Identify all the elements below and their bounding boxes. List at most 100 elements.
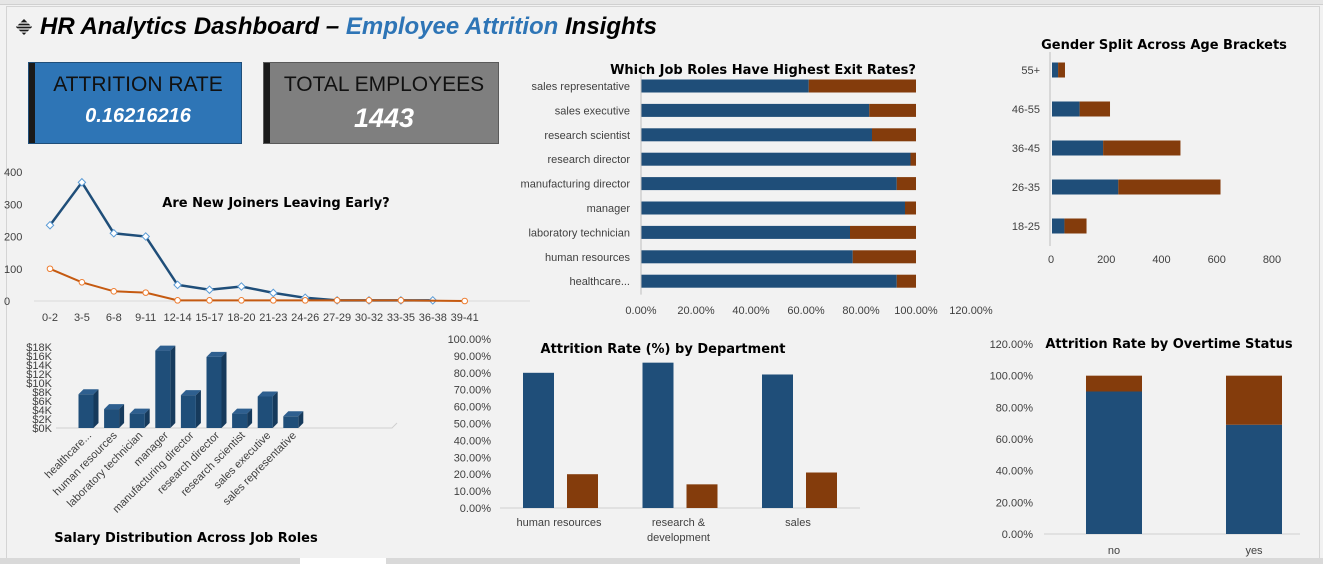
bar — [1226, 375, 1282, 425]
data-point — [78, 278, 86, 286]
x-tick-label: 30-32 — [355, 312, 383, 324]
new-joiners-svg: Are New Joiners Leaving Early? 400 300 200 1… — [4, 167, 530, 324]
dept-attrition-svg: Attrition Rate (%) by Department 100.00% 9… — [448, 334, 860, 544]
bar — [283, 416, 299, 428]
x-tick-label: yes — [1245, 545, 1263, 557]
bar — [806, 472, 837, 508]
sheet-tab[interactable] — [300, 558, 386, 564]
bar — [1118, 179, 1221, 195]
y-tick-label: research scientist — [544, 130, 630, 142]
bar — [1064, 218, 1087, 234]
bar-side — [195, 390, 201, 428]
bar — [1086, 391, 1142, 534]
bar — [896, 274, 916, 288]
y-tick-label: 0.00% — [460, 503, 491, 515]
chart-title: Are New Joiners Leaving Early? — [162, 196, 389, 211]
y-tick-label: 0 — [4, 296, 10, 308]
y-tick-label: $10K — [26, 378, 52, 390]
bar — [641, 201, 905, 215]
bar — [905, 201, 916, 215]
data-point — [77, 177, 87, 187]
bar-top — [78, 389, 99, 395]
y-tick-label: manager — [587, 203, 631, 215]
bar — [641, 177, 897, 191]
dashboard-title: HR Analytics Dashboard – Employee Attrit… — [40, 13, 657, 41]
top-gridline — [0, 0, 1323, 5]
x-tick-label-line: development — [647, 532, 710, 544]
bar — [78, 394, 94, 428]
card-accent-bar — [29, 63, 35, 143]
bar-side — [247, 408, 253, 428]
x-tick-label: 100.00% — [894, 305, 938, 317]
y-tick-label: 200 — [4, 232, 22, 244]
y-tick-label: 20.00% — [454, 469, 492, 481]
x-tick-label: no — [1108, 545, 1120, 557]
y-tick-label: human resources — [545, 252, 630, 264]
x-tick-label: research & development — [647, 517, 710, 544]
new-joiners-chart: Are New Joiners Leaving Early? 400 300 200 1… — [0, 160, 540, 325]
bar — [869, 103, 916, 117]
bar — [1086, 375, 1142, 392]
x-tick-label: 24-26 — [291, 312, 319, 324]
bar — [129, 413, 145, 428]
data-point — [45, 220, 55, 230]
y-tick-label: 120.00% — [990, 339, 1034, 351]
y-tick-label: 80.00% — [996, 402, 1034, 414]
bar — [872, 128, 916, 142]
y-tick-label: 55+ — [1021, 65, 1040, 77]
bar-side — [298, 411, 304, 428]
bar — [910, 152, 916, 166]
chart-title: Which Job Roles Have Highest Exit Rates? — [610, 63, 916, 78]
x-tick-label: 40.00% — [732, 305, 770, 317]
data-point — [237, 282, 246, 291]
data-point — [461, 297, 469, 305]
x-tick-label: 20.00% — [677, 305, 715, 317]
bar — [1052, 62, 1059, 78]
x-tick-label: 60.00% — [787, 305, 825, 317]
salary-roles-svg: Salary Distribution Across Job Roles $18K… — [26, 342, 398, 546]
bar — [1226, 424, 1282, 534]
chart-title: Attrition Rate (%) by Department — [541, 342, 786, 357]
bar — [104, 409, 120, 428]
y-tick-label: laboratory technician — [528, 227, 630, 239]
y-tick-label: 60.00% — [996, 434, 1034, 446]
bar — [567, 474, 598, 508]
salary-roles-chart: Salary Distribution Across Job Roles $18K… — [0, 330, 420, 558]
bar — [1079, 101, 1111, 117]
data-point — [141, 232, 151, 241]
title-suffix: Insights — [558, 13, 657, 40]
attrition-rate-value: 0.16216216 — [85, 105, 191, 127]
y-tick-label: 0.00% — [1002, 529, 1033, 541]
bar — [257, 396, 273, 428]
chart-title: Salary Distribution Across Job Roles — [54, 531, 318, 546]
data-point — [173, 280, 182, 290]
y-tick-label: 46-55 — [1012, 104, 1040, 116]
x-tick-label: 400 — [1152, 254, 1170, 266]
data-point — [205, 285, 214, 295]
x-tick-label-line: research & — [652, 517, 706, 529]
x-tick-label: 27-29 — [323, 312, 351, 324]
y-tick-label: $8K — [32, 387, 52, 399]
y-tick-label: $6K — [32, 396, 52, 408]
y-tick-label: sales executive — [555, 105, 630, 117]
total-employees-value: 1443 — [353, 103, 415, 133]
bar — [523, 372, 554, 508]
bar-top — [206, 351, 227, 357]
y-tick-label: 40.00% — [996, 466, 1034, 478]
bar — [641, 152, 911, 166]
y-tick-label: 300 — [4, 199, 22, 211]
x-tick-label: 15-17 — [195, 312, 223, 324]
bar — [850, 225, 916, 239]
y-tick-label: $4K — [32, 405, 52, 417]
data-point — [142, 289, 149, 296]
y-tick-label: research director — [547, 154, 630, 166]
x-tick-label: 0 — [1048, 254, 1054, 266]
series-line — [49, 267, 465, 302]
data-point — [238, 297, 245, 304]
x-tick-label: 3-5 — [74, 312, 90, 324]
total-employees-card: TOTAL EMPLOYEES 1443 — [263, 62, 499, 144]
y-tick-label: manufacturing director — [521, 179, 631, 191]
bar — [641, 225, 850, 239]
y-tick-label: 26-35 — [1012, 182, 1040, 194]
total-employees-label: TOTAL EMPLOYEES — [283, 73, 485, 96]
